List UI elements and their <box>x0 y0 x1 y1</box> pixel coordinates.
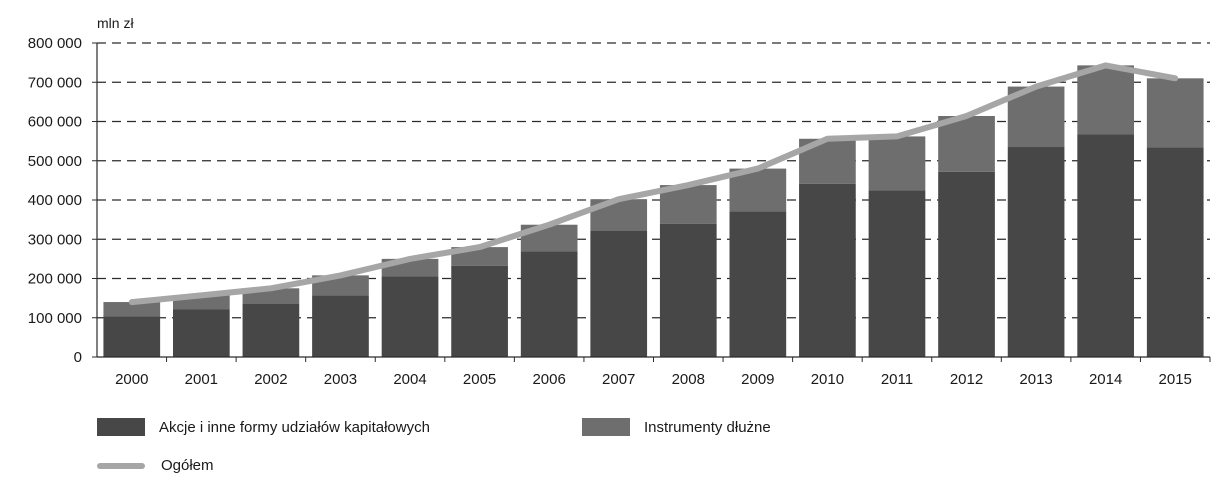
x-tick-label: 2004 <box>393 371 426 388</box>
total-point <box>896 135 898 137</box>
total-point <box>1105 64 1107 66</box>
bar-equity <box>938 171 995 357</box>
total-point <box>409 258 411 260</box>
total-point <box>966 115 968 117</box>
bar-equity <box>659 223 717 357</box>
y-tick-label: 400 000 <box>28 192 82 209</box>
x-tick-label: 2005 <box>463 371 496 388</box>
total-point <box>131 301 133 303</box>
x-tick-label: 2007 <box>602 371 635 388</box>
total-point <box>826 138 828 140</box>
bar-debt <box>938 116 995 172</box>
y-tick-label: 200 000 <box>28 271 82 288</box>
bar-equity <box>312 295 369 357</box>
x-tick-label: 2012 <box>950 371 983 388</box>
axes: 0 100 000 200 000 300 000 400 000 500 000 600 … <box>28 35 1211 388</box>
bar-equity <box>799 183 856 357</box>
total-point <box>270 287 272 289</box>
x-tick-label: 2013 <box>1019 371 1052 388</box>
bar-equity <box>590 230 648 357</box>
x-tick-label: 2003 <box>324 371 357 388</box>
total-point <box>200 294 202 296</box>
x-tick-label: 2011 <box>881 371 913 388</box>
x-tick-label: 2010 <box>811 371 844 388</box>
bar-debt <box>868 136 926 191</box>
bar-debt <box>1146 78 1204 148</box>
y-tick-label: 600 000 <box>28 114 82 131</box>
x-tick-label: 2014 <box>1089 371 1122 388</box>
x-tick-label: 2000 <box>115 371 148 388</box>
y-tick-label: 800 000 <box>28 35 82 52</box>
bar-equity <box>1077 134 1135 357</box>
total-point <box>1174 77 1176 79</box>
bar-equity <box>451 265 508 357</box>
bar-equity <box>242 303 300 357</box>
y-tick-label: 0 <box>74 349 82 366</box>
x-tick-label: 2002 <box>254 371 287 388</box>
total-point <box>1035 86 1037 88</box>
y-tick-label: 100 000 <box>28 310 82 327</box>
bar-debt <box>103 302 161 317</box>
bar-equity <box>381 276 439 357</box>
bar-equity <box>868 190 926 357</box>
total-line <box>128 62 1179 306</box>
gridlines <box>97 42 1210 319</box>
y-unit-label: mln zł <box>97 15 134 31</box>
x-tick-label: 2015 <box>1159 371 1192 388</box>
bar-equity <box>103 316 161 357</box>
bar-equity <box>729 211 787 357</box>
total-point <box>339 274 341 276</box>
bars <box>103 65 1204 357</box>
x-tick-label: 2001 <box>185 371 218 388</box>
total-point <box>618 198 620 200</box>
total-point <box>479 246 481 248</box>
bar-debt <box>1077 65 1135 135</box>
total-point <box>548 224 550 226</box>
y-tick-label: 500 000 <box>28 153 82 170</box>
y-tick-label: 300 000 <box>28 231 82 248</box>
x-tick-label: 2006 <box>532 371 565 388</box>
total-point <box>687 184 689 186</box>
total-series-line <box>128 62 1179 306</box>
bar-equity <box>1146 147 1204 357</box>
x-tick-label: 2009 <box>741 371 774 388</box>
y-tick-label: 700 000 <box>28 74 82 91</box>
total-point <box>757 168 759 170</box>
x-tick-label: 2008 <box>672 371 705 388</box>
bar-equity <box>172 309 230 357</box>
bar-equity <box>520 251 578 357</box>
bar-equity <box>1007 147 1065 357</box>
